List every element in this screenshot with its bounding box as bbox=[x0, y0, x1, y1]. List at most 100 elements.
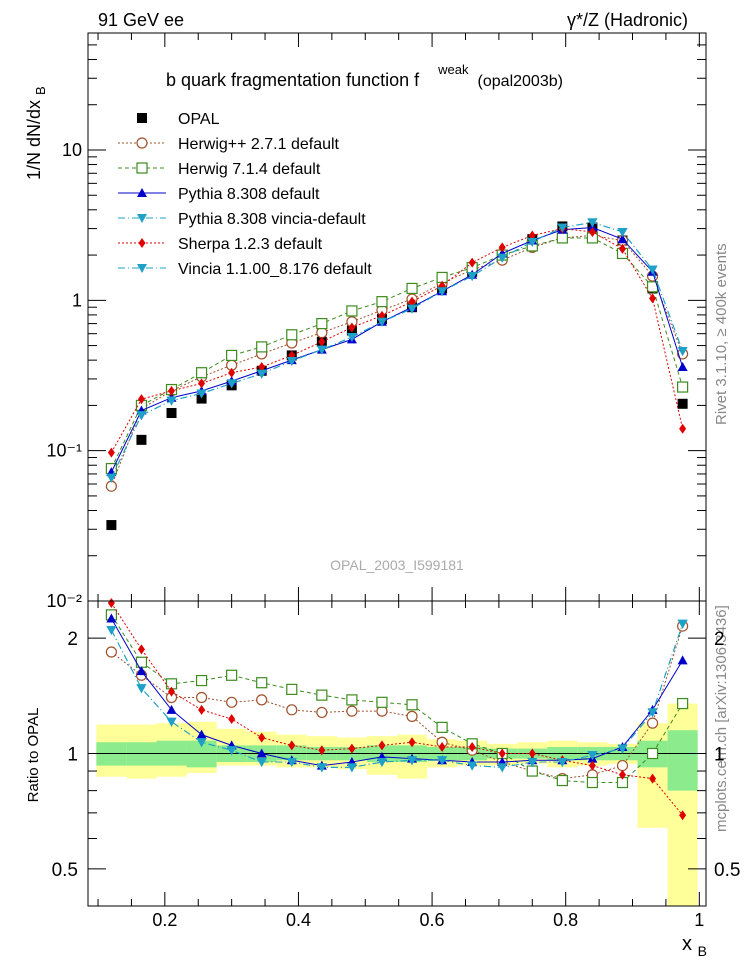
stat-uncertainty-band bbox=[276, 745, 307, 761]
ratio-data-point bbox=[679, 810, 687, 821]
legend-marker bbox=[137, 113, 147, 123]
ratio-data-point bbox=[437, 756, 448, 766]
ratio-data-point bbox=[136, 684, 147, 694]
data-point bbox=[316, 345, 327, 355]
main-panel: 10⁻² 10⁻¹ 1 10 b quark fragmentation functi… bbox=[24, 32, 707, 906]
ratio-data-point bbox=[406, 710, 418, 722]
data-point bbox=[258, 362, 266, 373]
ratio-data-point bbox=[616, 759, 629, 772]
main-y-tick-label: 10⁻¹ bbox=[46, 441, 82, 461]
legend-entry: OPAL bbox=[137, 111, 220, 128]
ratio-data-point bbox=[646, 717, 659, 729]
ratio-series-line bbox=[110, 623, 684, 768]
ratio-data-point bbox=[556, 774, 568, 787]
main-y-tick-label: 10⁻² bbox=[46, 591, 82, 611]
legend-entry: Sherpa 1.2.3 default bbox=[118, 236, 323, 253]
process-label: γ*/Z (Hadronic) bbox=[567, 10, 688, 30]
data-point bbox=[527, 237, 538, 247]
ratio-data-point bbox=[226, 696, 238, 708]
analysis-watermark: OPAL_2003_I599181 bbox=[330, 557, 464, 573]
legend-marker bbox=[136, 162, 148, 174]
legend-label: OPAL bbox=[178, 111, 220, 128]
data-point bbox=[198, 378, 206, 389]
ratio-data-point bbox=[316, 706, 328, 719]
ratio-panel: 0.5 0.5 1 1 2 2 0.2 0.4 0.6 0.8 1 Ratio to OPAL x … bbox=[25, 598, 740, 959]
ratio-data-point bbox=[166, 717, 177, 727]
ratio-data-point bbox=[318, 745, 326, 756]
legend-marker bbox=[137, 214, 147, 223]
data-point bbox=[618, 243, 626, 254]
ratio-data-point bbox=[105, 646, 117, 658]
ratio-data-point bbox=[526, 765, 538, 777]
data-point bbox=[587, 218, 598, 228]
data-point bbox=[136, 411, 147, 421]
data-point bbox=[498, 242, 506, 253]
rivet-version-label: Rivet 3.1.10, ≥ 400k events bbox=[713, 243, 730, 425]
legend-marker bbox=[137, 188, 147, 197]
data-point bbox=[407, 304, 418, 314]
ratio-data-point bbox=[316, 763, 327, 773]
ratio-data-point bbox=[346, 705, 358, 717]
data-point bbox=[677, 381, 689, 393]
x-tick-label: 0.6 bbox=[420, 910, 445, 930]
ratio-data-point bbox=[196, 738, 207, 748]
ratio-data-point bbox=[286, 683, 298, 695]
data-point bbox=[168, 385, 176, 396]
data-point bbox=[468, 257, 476, 268]
ratio-data-point bbox=[588, 760, 596, 771]
data-point bbox=[228, 367, 236, 378]
data-point bbox=[376, 317, 387, 327]
data-point bbox=[196, 393, 207, 404]
legend-entry: Pythia 8.308 default bbox=[118, 186, 320, 203]
stat-uncertainty-band bbox=[667, 730, 698, 791]
ratio-y-tick-label: 1 bbox=[67, 745, 78, 766]
ratio-data-point bbox=[468, 741, 476, 752]
legend-label: Pythia 8.308 vincia-default bbox=[178, 211, 366, 228]
ratio-data-point bbox=[286, 758, 297, 768]
x-axis-label: x B bbox=[682, 933, 707, 959]
ratio-data-point bbox=[136, 666, 147, 676]
ratio-data-point bbox=[647, 708, 658, 718]
data-point bbox=[256, 369, 267, 379]
ratio-data-point bbox=[677, 655, 688, 665]
x-tick-label: 0.2 bbox=[152, 910, 177, 930]
data-point bbox=[195, 367, 208, 379]
main-plot-layer: 10⁻² 10⁻¹ 1 10 bbox=[46, 32, 706, 906]
legend-label: Pythia 8.308 default bbox=[178, 186, 320, 203]
ratio-data-point bbox=[195, 691, 208, 704]
legend-label: Sherpa 1.2.3 default bbox=[178, 236, 323, 253]
data-point bbox=[286, 329, 298, 341]
ratio-data-point bbox=[256, 748, 267, 758]
data-point bbox=[316, 318, 328, 330]
ratio-data-point bbox=[378, 740, 386, 751]
legend-entry: Herwig++ 2.7.1 default bbox=[118, 136, 340, 153]
series-line bbox=[110, 227, 684, 473]
ratio-y-tick-label: 1 bbox=[714, 745, 725, 766]
ratio-data-point bbox=[256, 758, 267, 768]
legend-entry: Vincia 1.1.00_8.176 default bbox=[118, 261, 372, 278]
ratio-data-point bbox=[498, 748, 506, 759]
ratio-data-point bbox=[106, 613, 117, 623]
legend-label: Herwig 7.1.4 default bbox=[178, 161, 321, 178]
data-point bbox=[467, 272, 478, 282]
ratio-data-point bbox=[376, 758, 387, 768]
ratio-y-axis-label: Ratio to OPAL bbox=[25, 708, 42, 803]
x-tick-label: 1 bbox=[694, 910, 704, 930]
data-point bbox=[137, 394, 145, 405]
ratio-data-point bbox=[677, 619, 688, 629]
ratio-data-point bbox=[137, 644, 145, 655]
ratio-data-point bbox=[226, 746, 237, 756]
ratio-data-point bbox=[527, 758, 538, 768]
ratio-data-point bbox=[166, 704, 177, 714]
data-point bbox=[617, 234, 628, 244]
ratio-y-tick-label: 2 bbox=[67, 629, 78, 650]
ratio-data-point bbox=[586, 776, 599, 789]
ratio-plot-layer: 0.5 0.5 1 1 2 2 0.2 0.4 0.6 0.8 1 bbox=[52, 598, 740, 930]
data-point bbox=[226, 379, 237, 389]
ratio-data-point bbox=[348, 743, 356, 754]
ratio-data-point bbox=[228, 714, 236, 725]
ratio-data-point bbox=[408, 737, 416, 748]
ratio-data-point bbox=[376, 696, 388, 708]
ratio-data-point bbox=[286, 704, 298, 716]
